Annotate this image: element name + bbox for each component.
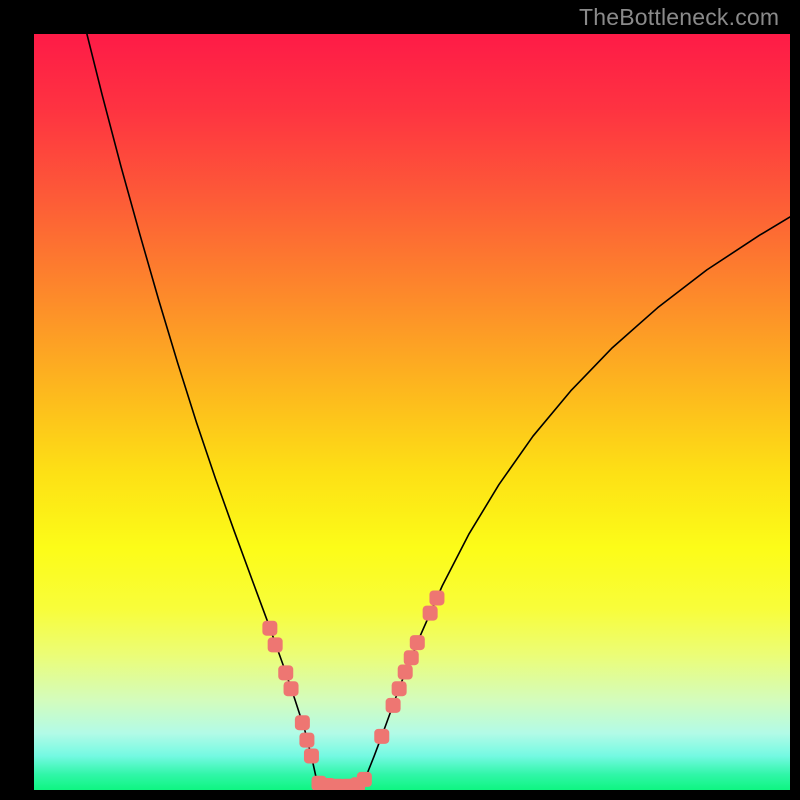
data-point (357, 772, 372, 787)
data-point (423, 606, 438, 621)
data-point (304, 748, 319, 763)
data-point (284, 681, 299, 696)
data-point (386, 698, 401, 713)
data-point (278, 665, 293, 680)
data-point (404, 650, 419, 665)
data-point (295, 715, 310, 730)
data-point (429, 590, 444, 605)
chart-svg (34, 34, 790, 790)
data-point (268, 637, 283, 652)
plot-area (34, 34, 790, 790)
data-point (299, 733, 314, 748)
data-point (374, 729, 389, 744)
watermark: TheBottleneck.com (579, 4, 779, 31)
data-point (398, 665, 413, 680)
data-point (410, 635, 425, 650)
data-point (262, 621, 277, 636)
data-point (392, 681, 407, 696)
